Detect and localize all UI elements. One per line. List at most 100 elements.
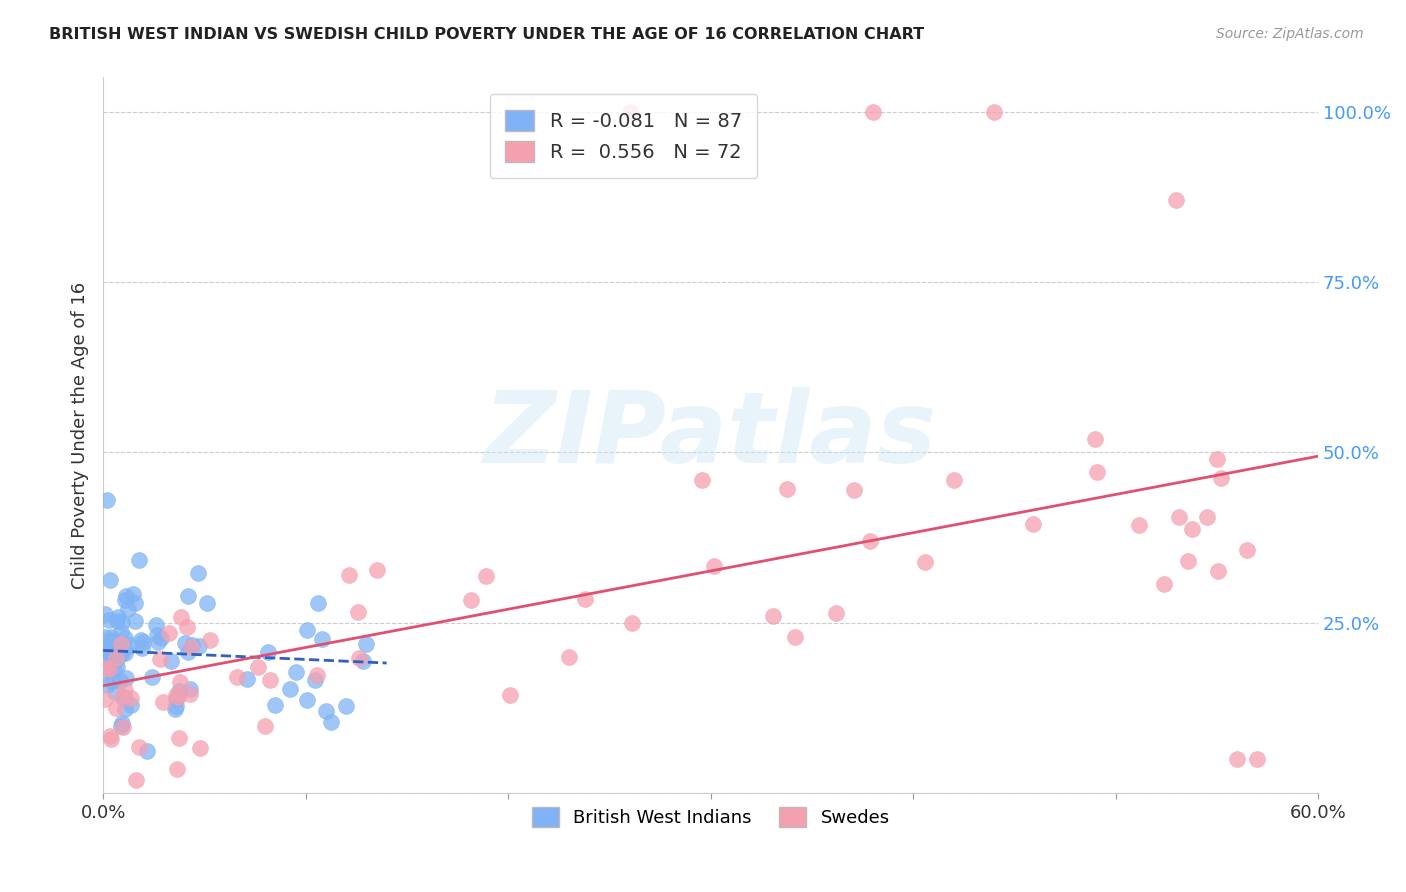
Point (114, 646, 136, 660)
Point (114, 702, 136, 716)
Point (475, 569, 498, 583)
Point (1181, 522, 1204, 536)
Point (176, 620, 198, 634)
Point (100, 573, 122, 587)
Point (1236, 543, 1258, 558)
Point (284, 665, 307, 679)
Point (103, 685, 125, 699)
Point (574, 592, 596, 607)
Point (1226, 752, 1249, 766)
Point (762, 608, 785, 623)
Point (166, 762, 188, 776)
Point (692, 474, 714, 488)
Point (460, 593, 482, 607)
Point (347, 650, 370, 665)
Point (97, 640, 120, 655)
Point (110, 718, 132, 732)
Point (98, 662, 121, 676)
Point (110, 647, 132, 661)
Point (165, 691, 187, 706)
Point (100, 673, 122, 688)
Point (94, 657, 117, 672)
Point (842, 483, 865, 498)
Point (94, 607, 117, 621)
Point (152, 695, 174, 709)
Point (825, 606, 848, 620)
Point (621, 616, 644, 631)
Point (1022, 516, 1045, 531)
Point (295, 693, 318, 707)
Point (315, 704, 337, 718)
Point (129, 632, 152, 647)
Point (157, 625, 180, 640)
Point (124, 596, 146, 610)
Point (356, 637, 378, 651)
Point (257, 644, 280, 658)
Point (702, 559, 724, 574)
Point (783, 630, 806, 644)
Point (174, 636, 197, 650)
Point (259, 673, 281, 687)
Point (169, 674, 191, 689)
Point (115, 671, 138, 685)
Point (200, 633, 222, 648)
Point (96, 663, 118, 677)
Point (859, 533, 882, 548)
Point (108, 674, 131, 689)
Point (105, 614, 128, 628)
Point (180, 638, 202, 652)
Point (104, 701, 127, 715)
Point (499, 689, 522, 703)
Point (226, 670, 249, 684)
Point (304, 673, 326, 687)
Point (131, 641, 153, 656)
Text: Source: ZipAtlas.com: Source: ZipAtlas.com (1216, 27, 1364, 41)
Point (98, 729, 121, 743)
Point (101, 640, 124, 655)
Point (94, 661, 117, 675)
Point (96, 493, 118, 508)
Point (335, 699, 357, 714)
Point (128, 552, 150, 566)
Point (148, 652, 170, 666)
Point (1166, 193, 1188, 207)
Point (177, 589, 200, 603)
Point (146, 634, 169, 648)
Point (1128, 518, 1150, 533)
Point (110, 624, 132, 639)
Point (120, 698, 142, 712)
Point (862, 104, 884, 119)
Point (914, 555, 936, 569)
Point (165, 699, 187, 714)
Point (107, 609, 129, 624)
Y-axis label: Child Poverty Under the Age of 16: Child Poverty Under the Age of 16 (72, 282, 89, 589)
Point (114, 631, 136, 645)
Point (150, 631, 173, 645)
Point (307, 667, 329, 681)
Point (114, 593, 136, 607)
Point (101, 643, 124, 657)
Point (97, 644, 120, 658)
Point (1209, 471, 1232, 485)
Point (1246, 752, 1268, 766)
Point (1168, 510, 1191, 524)
Point (337, 568, 360, 582)
Point (254, 718, 277, 732)
Point (180, 640, 202, 654)
Point (319, 714, 342, 729)
Point (104, 651, 127, 665)
Point (94, 630, 117, 644)
Point (115, 589, 138, 603)
Point (170, 610, 193, 624)
Point (177, 645, 200, 659)
Point (165, 688, 187, 702)
Point (619, 104, 641, 119)
Point (120, 690, 142, 705)
Point (187, 566, 209, 580)
Point (942, 473, 965, 487)
Point (96, 646, 118, 660)
Point (94, 652, 117, 666)
Point (111, 721, 134, 735)
Point (111, 690, 134, 704)
Point (983, 104, 1005, 119)
